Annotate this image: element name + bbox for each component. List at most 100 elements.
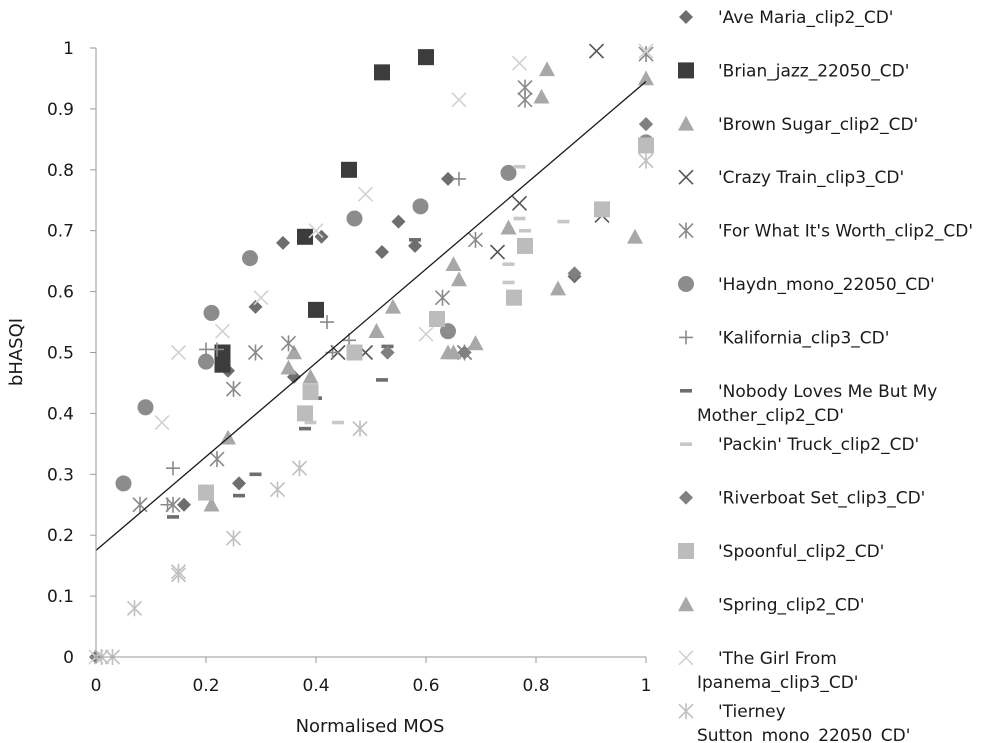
x-tick-label: 1: [641, 676, 652, 696]
legend-marker: [678, 596, 694, 612]
data-point: [225, 381, 242, 398]
legend-item: 'Spring_clip2_CD': [678, 595, 865, 615]
series-group: [304, 164, 570, 425]
data-point: [513, 216, 526, 221]
legend-marker: [680, 389, 692, 393]
data-point: [203, 304, 220, 321]
legend-item: 'Ave Maria_clip2_CD': [679, 8, 893, 28]
legend-item: 'Brian_jazz_22050_CD': [678, 61, 909, 81]
legend-label: 'Packin' Truck_clip2_CD': [718, 435, 919, 455]
data-point: [375, 245, 389, 260]
legend-label: 'Spoonful_clip2_CD': [718, 542, 884, 562]
data-point: [451, 271, 467, 287]
data-point: [638, 43, 654, 59]
data-point: [249, 472, 262, 477]
legend-item: 'Haydn_mono_22050_CD': [678, 275, 935, 295]
legend-label: 'Tierney Sutton_mono_22050_CD': [697, 702, 910, 743]
data-point: [232, 476, 246, 491]
data-point: [276, 235, 290, 250]
x-tick-label: 0.2: [192, 676, 219, 696]
legend-marker: [680, 442, 692, 446]
data-point: [502, 280, 515, 285]
data-point: [126, 600, 143, 617]
y-tick-label: 0: [63, 648, 74, 668]
y-tick-label: 0.8: [47, 161, 74, 181]
data-point: [304, 420, 317, 425]
data-point: [198, 484, 214, 501]
data-point: [286, 344, 302, 360]
data-point: [170, 566, 187, 583]
data-point: [160, 497, 175, 512]
data-point: [550, 280, 566, 296]
data-point: [452, 171, 466, 186]
series-group: [330, 43, 610, 361]
data-point: [638, 46, 654, 63]
legend-item: 'Brown Sugar_clip2_CD': [678, 115, 918, 135]
data-point: [357, 186, 374, 202]
legend-marker: [678, 703, 694, 720]
data-point: [519, 228, 531, 233]
data-point: [302, 368, 319, 384]
legend-item: 'Tierney Sutton_mono_22050_CD': [678, 702, 910, 743]
data-point: [385, 298, 401, 314]
data-point: [214, 344, 231, 361]
data-point: [434, 289, 451, 306]
data-point: [638, 137, 654, 154]
data-point: [457, 345, 472, 360]
data-point: [517, 237, 533, 254]
y-tick-label: 0.5: [47, 344, 74, 364]
legend-item: 'Nobody Loves Me But My Mother_clip2_CD': [680, 382, 937, 426]
data-point: [557, 219, 570, 224]
data-point: [502, 262, 515, 266]
data-point: [137, 399, 154, 416]
data-point: [346, 210, 363, 227]
y-tick-label: 0.3: [47, 465, 74, 485]
legend-item: 'Riverboat Set_clip3_CD': [679, 489, 925, 509]
data-point: [511, 195, 528, 211]
series-group: [93, 152, 654, 665]
legend-marker: [678, 222, 694, 239]
data-point: [500, 164, 517, 181]
legend-marker: [678, 62, 694, 79]
data-point: [297, 228, 313, 245]
series-group: [203, 61, 654, 512]
data-point: [170, 344, 187, 361]
data-point: [209, 451, 225, 468]
legend-marker: [678, 169, 694, 185]
data-point: [242, 250, 258, 267]
legend-label: 'The Girl From Ipanema_clip3_CD': [697, 649, 858, 693]
legend-label: 'Brian_jazz_22050_CD': [718, 61, 909, 81]
legend-label: 'Brown Sugar_clip2_CD': [718, 115, 918, 135]
data-point: [506, 289, 522, 306]
legend-item: 'Packin' Truck_clip2_CD': [680, 435, 919, 455]
data-point: [409, 238, 421, 242]
data-point: [341, 161, 357, 178]
data-point: [445, 256, 462, 271]
x-tick-label: 0.8: [522, 676, 549, 696]
data-point: [291, 460, 308, 477]
legend-item: 'The Girl From Ipanema_clip3_CD': [678, 649, 858, 693]
legend-label: 'Spring_clip2_CD': [718, 595, 865, 615]
y-tick-label: 0.7: [47, 222, 74, 242]
data-point: [320, 315, 334, 330]
y-axis-title: bHASQI: [6, 318, 27, 386]
data-point: [511, 55, 528, 71]
data-point: [253, 290, 269, 306]
data-point: [533, 88, 550, 104]
data-point: [177, 497, 191, 512]
data-point: [115, 475, 132, 492]
data-point: [391, 214, 406, 229]
data-point: [588, 43, 605, 59]
data-point: [500, 219, 517, 235]
legend-marker: [678, 650, 694, 666]
data-point: [154, 414, 170, 431]
legend-label: 'Crazy Train_clip3_CD': [718, 168, 904, 188]
y-tick-label: 0.4: [47, 404, 74, 424]
data-point: [376, 378, 388, 382]
data-point: [441, 171, 455, 186]
data-point: [638, 152, 654, 169]
data-point: [308, 301, 324, 318]
data-point: [166, 461, 180, 476]
data-point: [594, 201, 610, 218]
data-point: [539, 61, 555, 77]
